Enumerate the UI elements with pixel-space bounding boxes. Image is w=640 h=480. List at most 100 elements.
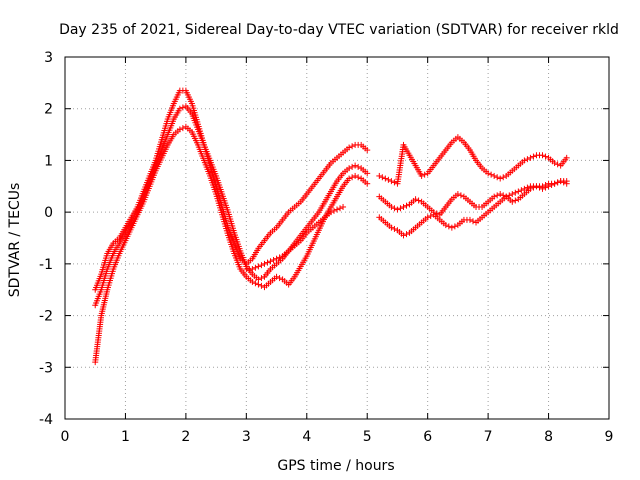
data-point-interp [379, 174, 386, 181]
data-point-interp [391, 179, 398, 186]
data-point-interp [179, 104, 186, 111]
data-point-interp [276, 254, 283, 261]
data-point-interp [494, 192, 501, 199]
data-point [249, 278, 256, 285]
data-point [346, 165, 353, 172]
data-point [539, 152, 546, 159]
data-point [334, 206, 340, 213]
data-point-interp [349, 163, 356, 170]
data-point-interp [445, 223, 452, 230]
data-point [454, 191, 461, 198]
data-point-interp [512, 197, 519, 204]
data-point [491, 193, 498, 200]
data-point-interp [385, 176, 392, 183]
data-point [418, 172, 425, 179]
data-point [255, 263, 262, 270]
y-tick-label: -4 [39, 412, 53, 428]
data-point [352, 172, 359, 179]
data-point-interp [494, 174, 501, 181]
data-point [273, 255, 280, 262]
data-point [509, 198, 516, 205]
data-point-interp [427, 213, 434, 220]
data-point-interp [500, 192, 507, 199]
x-tick-label: 1 [121, 429, 130, 445]
grid [65, 57, 609, 419]
y-tick-label: 3 [44, 50, 53, 66]
data-point-interp [403, 231, 410, 238]
data-point-interp [415, 197, 422, 204]
data-point-interp [349, 143, 356, 150]
data-point [551, 180, 558, 187]
data-point [539, 185, 546, 192]
series-track-e [376, 134, 570, 187]
data-point-interp [488, 171, 495, 178]
data-point-interp [349, 174, 356, 181]
data-point [364, 180, 371, 187]
data-point [442, 222, 449, 229]
data-point [388, 178, 395, 185]
y-tick-label: -3 [39, 360, 53, 376]
data-point-interp [258, 275, 265, 282]
data-point-interp [421, 171, 428, 178]
data-point [273, 273, 280, 280]
data-point [491, 172, 498, 179]
data-point [400, 232, 407, 239]
data-point-interp [355, 163, 362, 170]
data-point [261, 260, 268, 267]
data-point-interp [330, 207, 337, 214]
data-point-interp [524, 184, 531, 191]
data-point [255, 281, 262, 288]
data-point-interp [391, 225, 398, 232]
data-point [176, 126, 183, 133]
data-point-interp [500, 174, 507, 181]
data-point-interp [258, 262, 265, 269]
x-tick-label: 0 [61, 429, 70, 445]
data-point [346, 175, 353, 182]
y-tick-label: 0 [44, 205, 53, 221]
data-point [485, 170, 492, 177]
data-point-interp [433, 210, 440, 217]
data-point-interp [337, 205, 344, 212]
data-point-interp [258, 282, 265, 289]
data-point-interp [179, 125, 186, 132]
data-point-interp [397, 205, 404, 212]
data-point [249, 266, 256, 273]
data-point-interp [536, 184, 543, 191]
data-point-interp [252, 264, 259, 271]
data-point [497, 175, 504, 182]
data-point [412, 196, 419, 203]
data-point [551, 160, 558, 167]
data-point [515, 188, 522, 195]
x-tick-label: 6 [423, 429, 432, 445]
x-tick-label: 7 [484, 429, 493, 445]
data-point [563, 154, 570, 161]
data-point-interp [457, 192, 464, 199]
data-point [533, 183, 540, 190]
data-point-interp [264, 259, 271, 266]
data-point-interp [542, 153, 549, 160]
x-tick-label: 8 [544, 429, 553, 445]
series-track-g [376, 178, 570, 239]
data-point [424, 214, 431, 221]
data-point [400, 203, 407, 210]
data-series [92, 87, 570, 366]
series-track-c [92, 123, 371, 366]
y-tick-label: 2 [44, 102, 53, 118]
data-point [267, 258, 274, 265]
series-track-b [92, 103, 371, 309]
data-point-interp [554, 161, 561, 168]
data-point-interp [524, 156, 531, 163]
data-point [521, 185, 528, 192]
y-tick-label: -1 [39, 257, 53, 273]
data-point-interp [403, 202, 410, 209]
x-tick-label: 3 [242, 429, 251, 445]
data-point [509, 191, 516, 198]
data-point [563, 180, 570, 187]
data-point [176, 105, 183, 112]
x-tick-label: 5 [363, 429, 372, 445]
data-point [521, 157, 528, 164]
data-point [527, 154, 534, 161]
data-point-interp [391, 205, 398, 212]
data-point [327, 209, 334, 216]
data-point-interp [512, 189, 519, 196]
